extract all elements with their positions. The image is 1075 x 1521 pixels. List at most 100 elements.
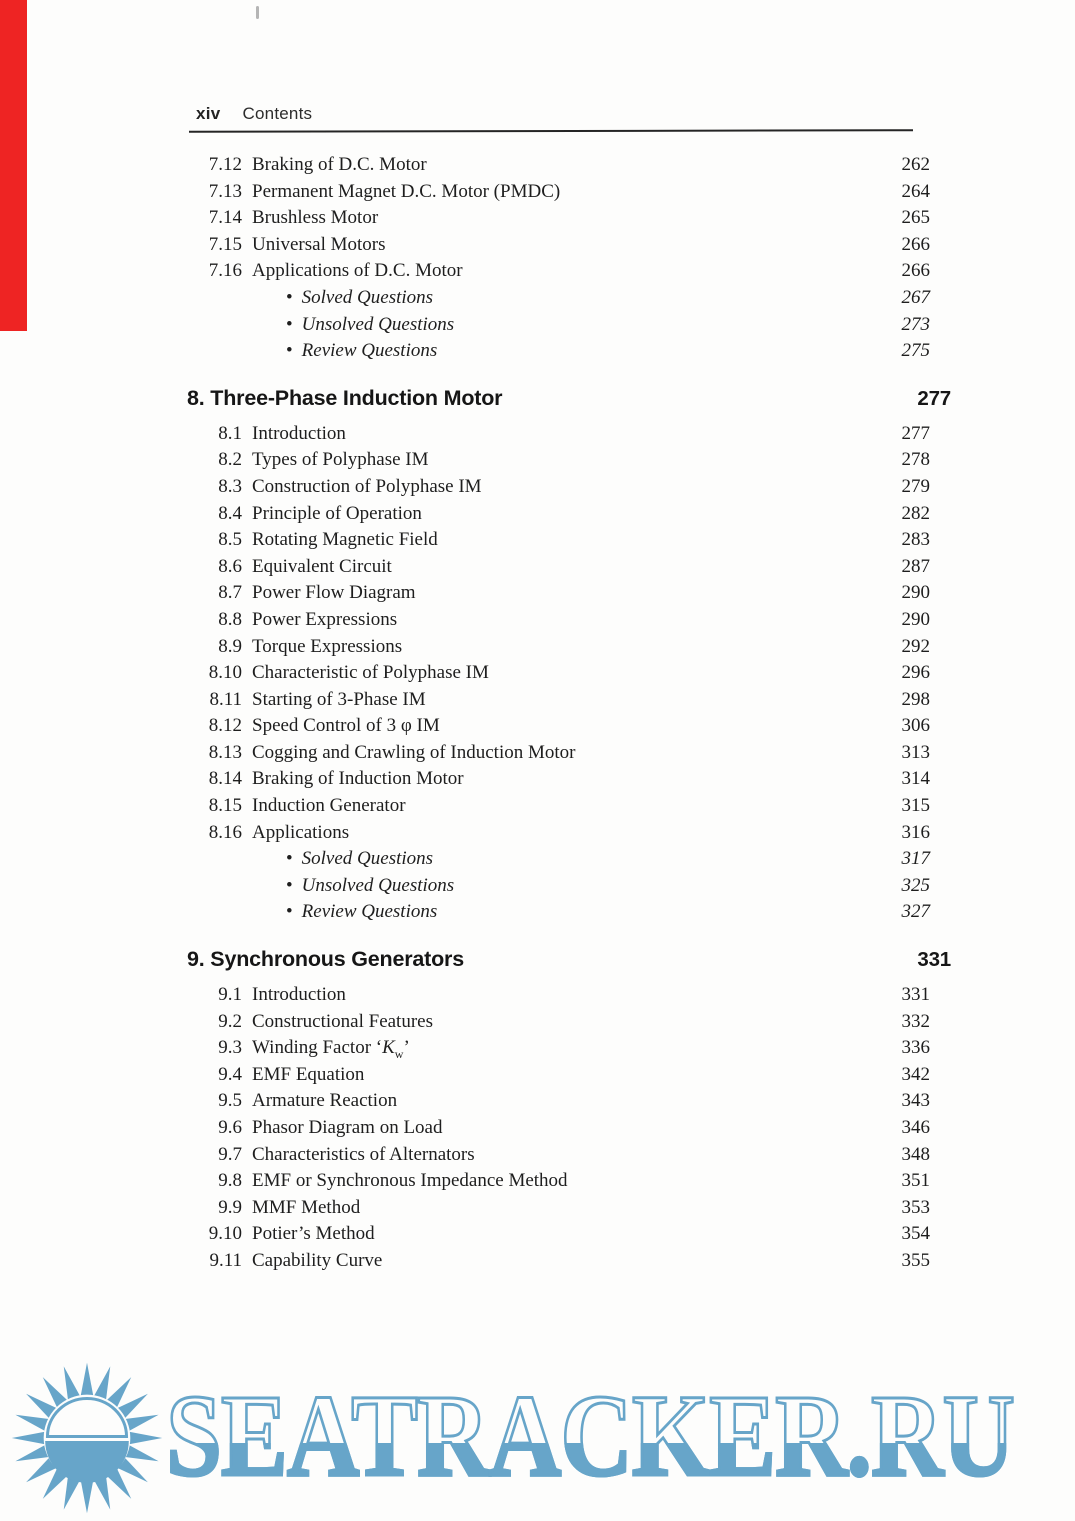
entry-title: Permanent Magnet D.C. Motor (PMDC) [252, 180, 561, 202]
toc-entry-row: 7.16 Applications of D.C. Motor 266 [208, 258, 930, 285]
entry-title: Construction of Polyphase IM [252, 475, 482, 497]
chapter-number: 8. [187, 385, 205, 410]
chapter-page: 277 [917, 386, 951, 410]
entry-number: 8.10 [208, 662, 242, 684]
entry-page: 275 [901, 340, 931, 362]
entry-number: 8.11 [209, 688, 242, 710]
bullet-icon: • [286, 286, 293, 308]
toc-entry-row: 8.4 Principle of Operation 282 [208, 501, 930, 528]
entry-title: Review Questions [301, 340, 438, 362]
entry-title: Starting of 3-Phase IM [252, 688, 426, 710]
red-scan-stripe [0, 0, 27, 331]
entry-page: 354 [901, 1223, 931, 1245]
toc-entry-row: 8.1 Introduction 277 [208, 421, 930, 448]
entry-number: 8.6 [218, 555, 242, 577]
entry-number: 8.13 [208, 741, 242, 763]
entry-number: 7.15 [208, 233, 242, 255]
toc-entry-row: 8.16 Applications 316 [208, 820, 930, 847]
entry-title: EMF or Synchronous Impedance Method [252, 1170, 568, 1192]
toc-entry-row: 9.9 MMF Method 353 [208, 1195, 930, 1222]
toc-entry-row: 8.6 Equivalent Circuit 287 [208, 554, 930, 581]
entry-number: 9.4 [218, 1063, 242, 1085]
entry-page: 267 [901, 286, 931, 308]
page-folio: xiv [196, 104, 221, 123]
toc-entry-row: 9.4 EMF Equation 342 [208, 1062, 930, 1089]
toc-entry-row: 9.8 EMF or Synchronous Impedance Method 35… [208, 1168, 930, 1195]
toc-entry-row: 7.14 Brushless Motor 265 [208, 205, 930, 232]
entry-title: Review Questions [301, 901, 438, 923]
chapter-heading: 9. Synchronous Generators 331 [187, 942, 951, 976]
toc-entry-row: 8.8 Power Expressions 290 [208, 607, 930, 634]
chapter-number: 9. [187, 947, 205, 972]
entry-page: 277 [901, 422, 931, 444]
entry-page: 314 [901, 768, 931, 790]
entry-page: 283 [901, 529, 931, 551]
entry-number: 7.12 [208, 154, 242, 175]
chapter-title: Synchronous Generators [204, 947, 464, 972]
toc-entry-row: 9.11 Capability Curve 355 [208, 1248, 930, 1275]
toc-entry-row: 9.6 Phasor Diagram on Load 346 [208, 1115, 930, 1142]
entry-title: Armature Reaction [252, 1090, 398, 1112]
entry-number: 8.3 [218, 475, 242, 497]
entry-title: Capability Curve [252, 1249, 383, 1271]
toc-entry-row: 8.11 Starting of 3-Phase IM 298 [208, 687, 930, 714]
entry-title: Potier’s Method [252, 1223, 375, 1245]
entry-number: 9.7 [218, 1143, 242, 1165]
entry-number: 7.16 [208, 260, 242, 282]
entry-page: 290 [901, 582, 931, 604]
toc-entry-row: 9.2 Constructional Features 332 [208, 1009, 930, 1036]
entry-page: 353 [901, 1196, 931, 1218]
toc-entry-row: 9.7 Characteristics of Alternators 348 [208, 1142, 930, 1169]
toc-entry-row: 8.12 Speed Control of 3 φ IM 306 [208, 713, 930, 740]
entry-number: 8.5 [218, 529, 242, 551]
toc-entry-row: 8.7 Power Flow Diagram 290 [208, 580, 930, 607]
bullet-icon: • [286, 874, 293, 896]
entry-number: 9.8 [218, 1170, 242, 1192]
toc-entry-row: • Review Questions 327 [208, 899, 930, 926]
entry-page: 273 [901, 313, 931, 335]
watermark: SEATRACKER.RU [0, 1347, 1075, 1521]
entry-number: 8.1 [218, 422, 242, 444]
entry-title: Equivalent Circuit [252, 555, 392, 577]
entry-title: Characteristic of Polyphase IM [252, 662, 489, 684]
entry-number: 8.7 [218, 582, 242, 604]
entry-title: Introduction [252, 422, 346, 444]
entry-title: Unsolved Questions [301, 313, 455, 335]
toc-entry-row: • Unsolved Questions 273 [208, 312, 930, 339]
entry-number: 9.11 [209, 1249, 242, 1271]
entry-title: MMF Method [252, 1196, 361, 1218]
toc-entry-row: • Review Questions 275 [208, 338, 930, 365]
entry-page: 298 [901, 688, 931, 710]
toc-entry-row: 9.3 Winding Factor ‘Kw’ 336 [208, 1035, 930, 1062]
entry-number: 8.14 [208, 768, 242, 790]
entry-title: Phasor Diagram on Load [252, 1117, 443, 1138]
entry-number: 9.9 [218, 1196, 242, 1218]
entry-number: 8.16 [208, 821, 242, 843]
entry-page: 279 [901, 475, 931, 497]
entry-title: Applications of D.C. Motor [252, 260, 463, 282]
entry-title: Speed Control of 3 φ IM [252, 715, 440, 737]
entry-number: 9.5 [218, 1090, 242, 1112]
toc-entry-row: 9.1 Introduction 331 [208, 982, 930, 1009]
entry-number: 8.4 [218, 502, 242, 524]
entry-title: Torque Expressions [252, 635, 403, 657]
entry-page: 296 [901, 662, 931, 684]
entry-page: 264 [901, 180, 931, 202]
entry-page: 348 [901, 1143, 931, 1165]
bullet-icon: • [286, 901, 293, 923]
entry-number: 8.8 [218, 608, 242, 630]
entry-page: 292 [901, 635, 931, 657]
watermark-text: SEATRACKER.RU [165, 1370, 1017, 1501]
entry-number: 9.1 [218, 984, 242, 1006]
toc-entry-row: 7.15 Universal Motors 266 [208, 232, 930, 259]
entry-page: 266 [901, 260, 931, 282]
entry-page: 290 [901, 608, 931, 630]
toc-entry-row: 8.5 Rotating Magnetic Field 283 [208, 527, 930, 554]
entry-number: 9.10 [208, 1223, 242, 1245]
entry-title: Constructional Features [252, 1010, 433, 1032]
entry-title: Induction Generator [252, 795, 406, 817]
entry-number: 8.9 [218, 635, 242, 657]
entry-page: 336 [901, 1037, 931, 1059]
toc-entry-row: 8.10 Characteristic of Polyphase IM 296 [208, 660, 930, 687]
